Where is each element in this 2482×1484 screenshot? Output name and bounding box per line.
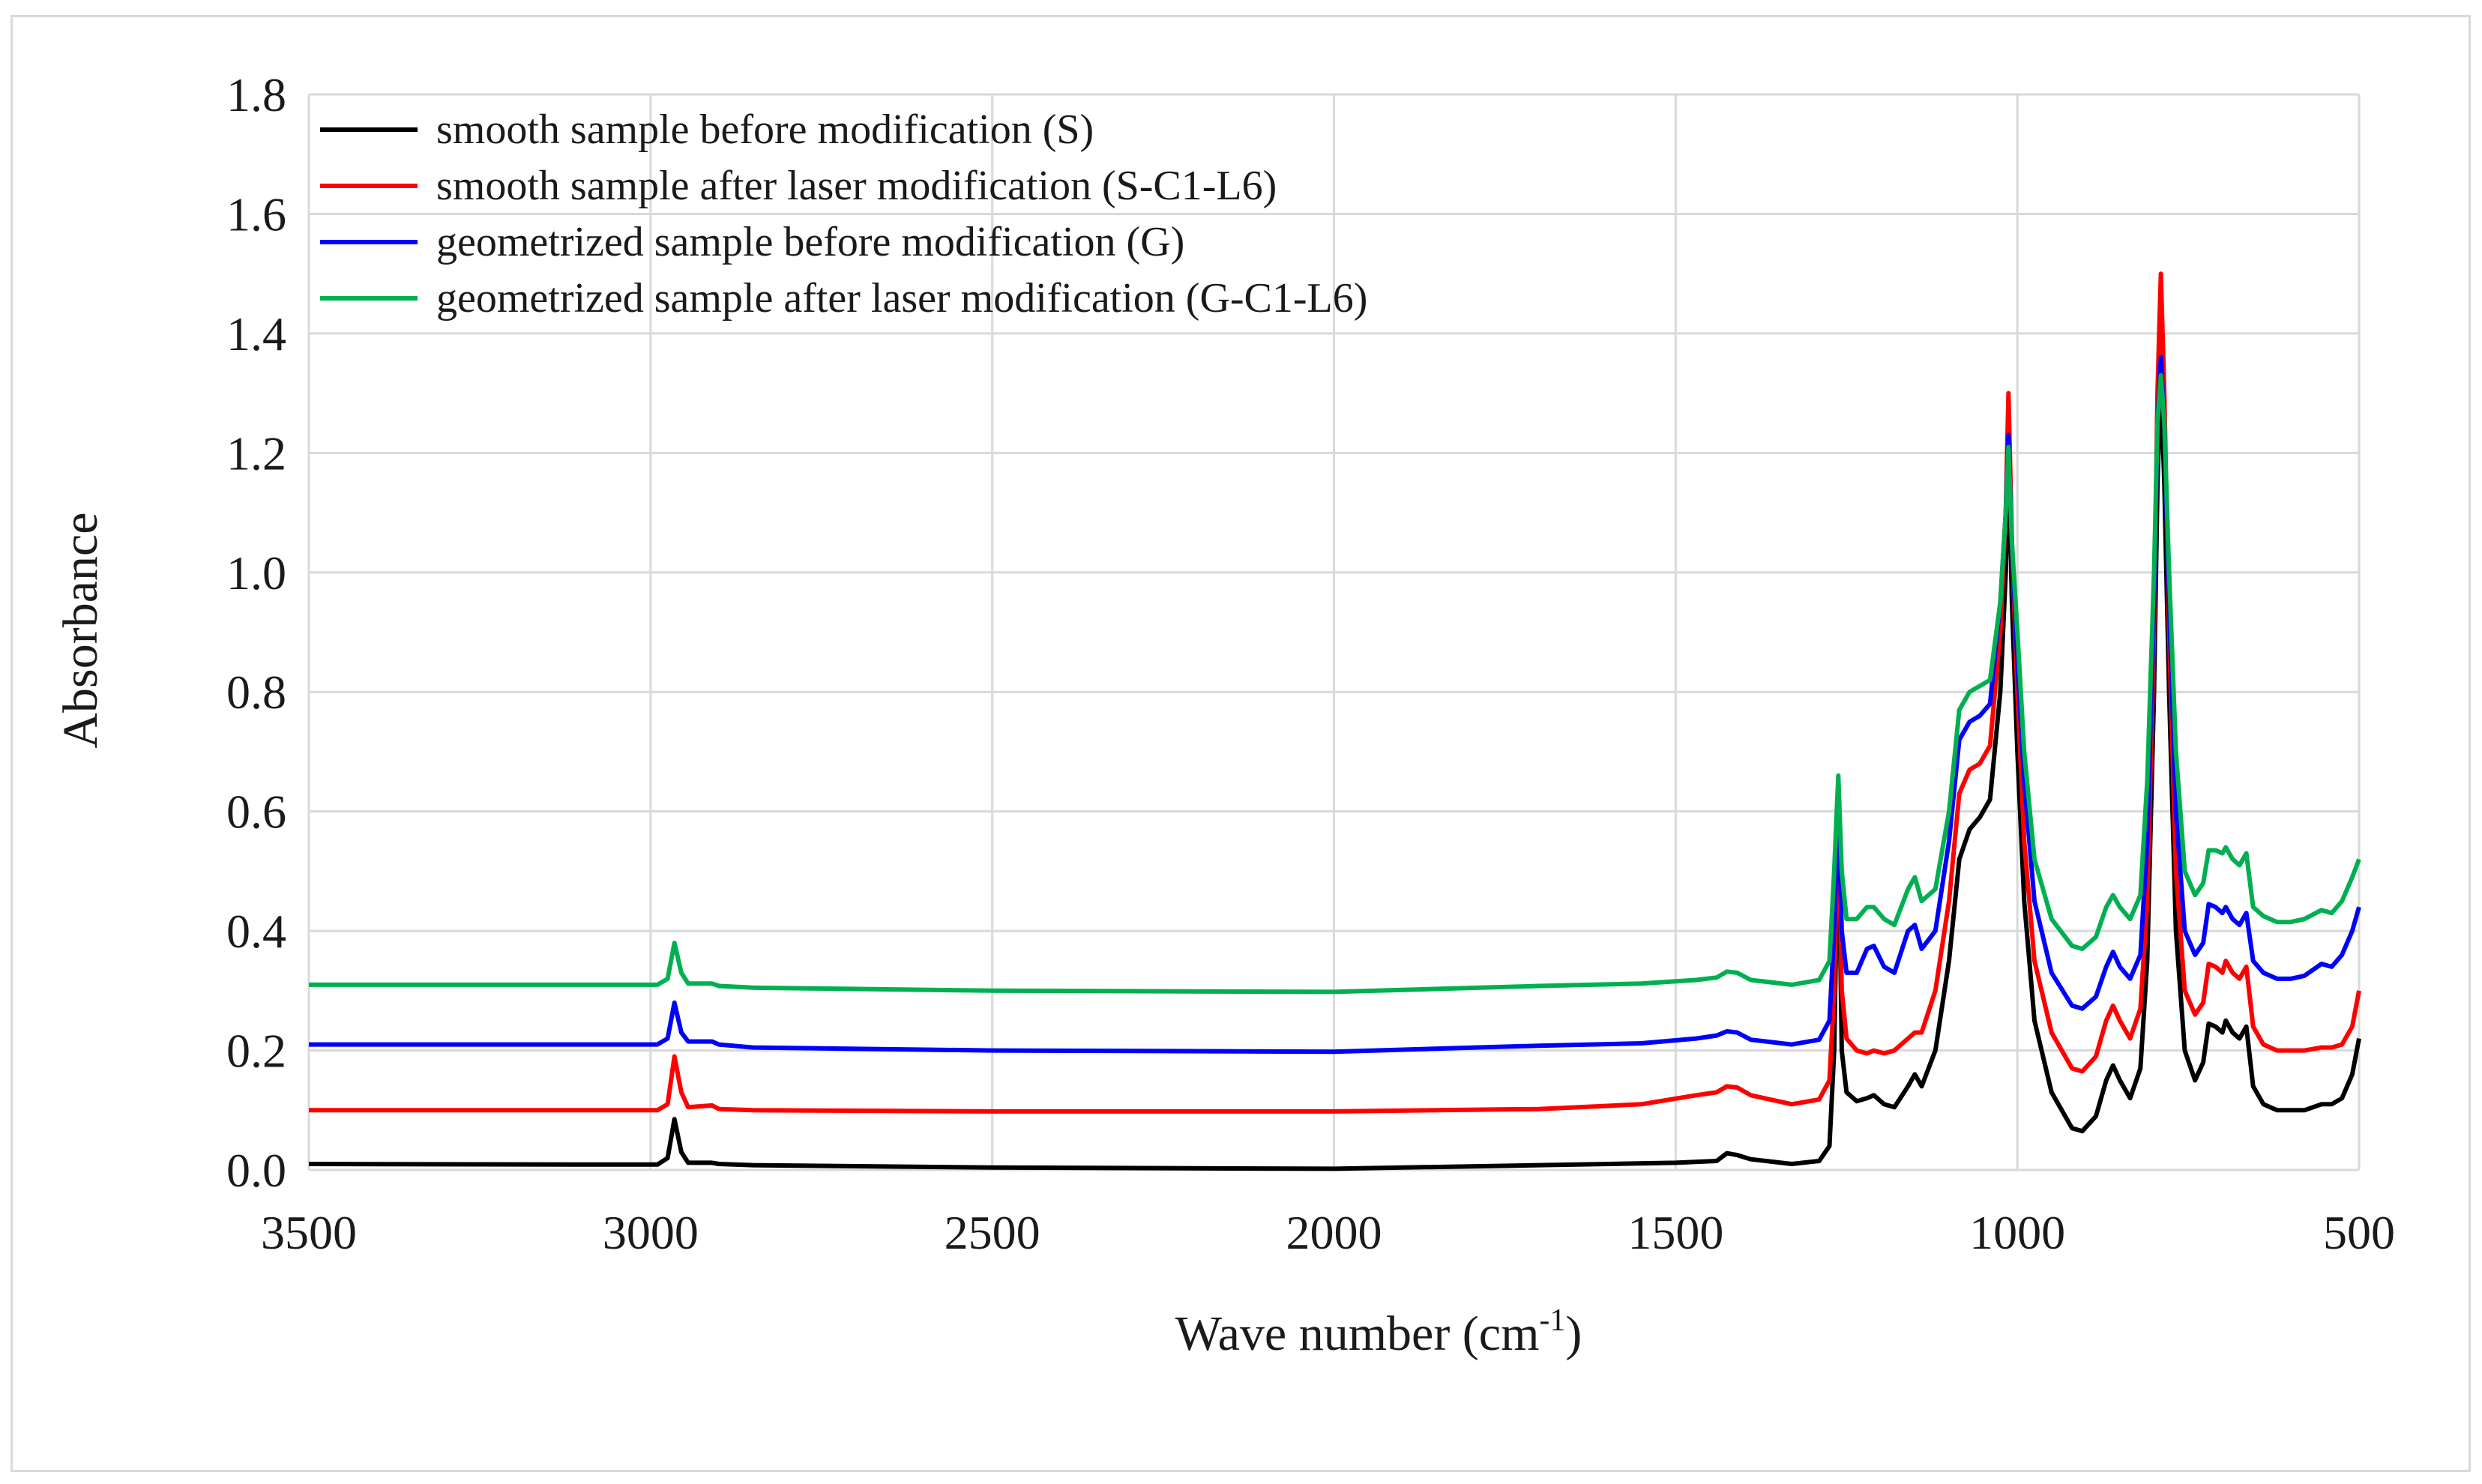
x-tick-label: 500 <box>2323 1206 2395 1259</box>
legend-label: geometrized sample before modification (… <box>436 219 1184 265</box>
y-tick-label: 1.2 <box>226 426 286 480</box>
x-tick-label: 1000 <box>1969 1206 2065 1259</box>
x-tick-label: 3000 <box>603 1206 699 1259</box>
y-tick-label: 1.8 <box>226 68 286 121</box>
absorbance-spectrum-chart: 0.0 0.2 0.4 0.6 0.8 1.0 1.2 1.4 1.6 1.8 3500 3000 2… <box>53 68 2395 1361</box>
y-tick-label: 1.0 <box>226 546 286 600</box>
y-axis-ticks: 0.0 0.2 0.4 0.6 0.8 1.0 1.2 1.4 1.6 1.8 <box>226 68 286 1197</box>
legend-label: smooth sample after laser modification (… <box>436 163 1277 209</box>
legend-label: smooth sample before modification (S) <box>436 106 1094 153</box>
x-axis-title-main: Wave number (cm <box>1175 1306 1540 1361</box>
y-tick-label: 1.6 <box>226 187 286 241</box>
x-axis-ticks: 3500 3000 2500 2000 1500 1000 500 <box>261 1206 2395 1259</box>
x-axis-title-close: ) <box>1565 1306 1582 1361</box>
y-tick-label: 0.4 <box>226 905 286 958</box>
y-tick-label: 0.0 <box>226 1144 286 1197</box>
x-axis-title-superscript: -1 <box>1539 1303 1565 1338</box>
x-axis-title: Wave number (cm-1) <box>1175 1303 1582 1361</box>
x-tick-label: 1500 <box>1627 1206 1723 1259</box>
legend-label: geometrized sample after laser modificat… <box>436 275 1367 322</box>
y-tick-label: 0.2 <box>226 1025 286 1078</box>
series-layer <box>308 271 2361 1171</box>
y-axis-title: Absorbance <box>53 512 108 748</box>
y-tick-label: 0.8 <box>226 666 286 719</box>
x-tick-label: 2000 <box>1286 1206 1382 1259</box>
y-tick-label: 1.4 <box>226 307 286 361</box>
x-tick-label: 2500 <box>945 1206 1040 1259</box>
chart-figure: 0.0 0.2 0.4 0.6 0.8 1.0 1.2 1.4 1.6 1.8 3500 3000 2… <box>10 15 2471 1472</box>
legend: smooth sample before modification (S) smo… <box>320 106 1367 322</box>
y-tick-label: 0.6 <box>226 785 286 839</box>
series-line-4 <box>309 372 2361 995</box>
x-tick-label: 3500 <box>261 1206 357 1259</box>
